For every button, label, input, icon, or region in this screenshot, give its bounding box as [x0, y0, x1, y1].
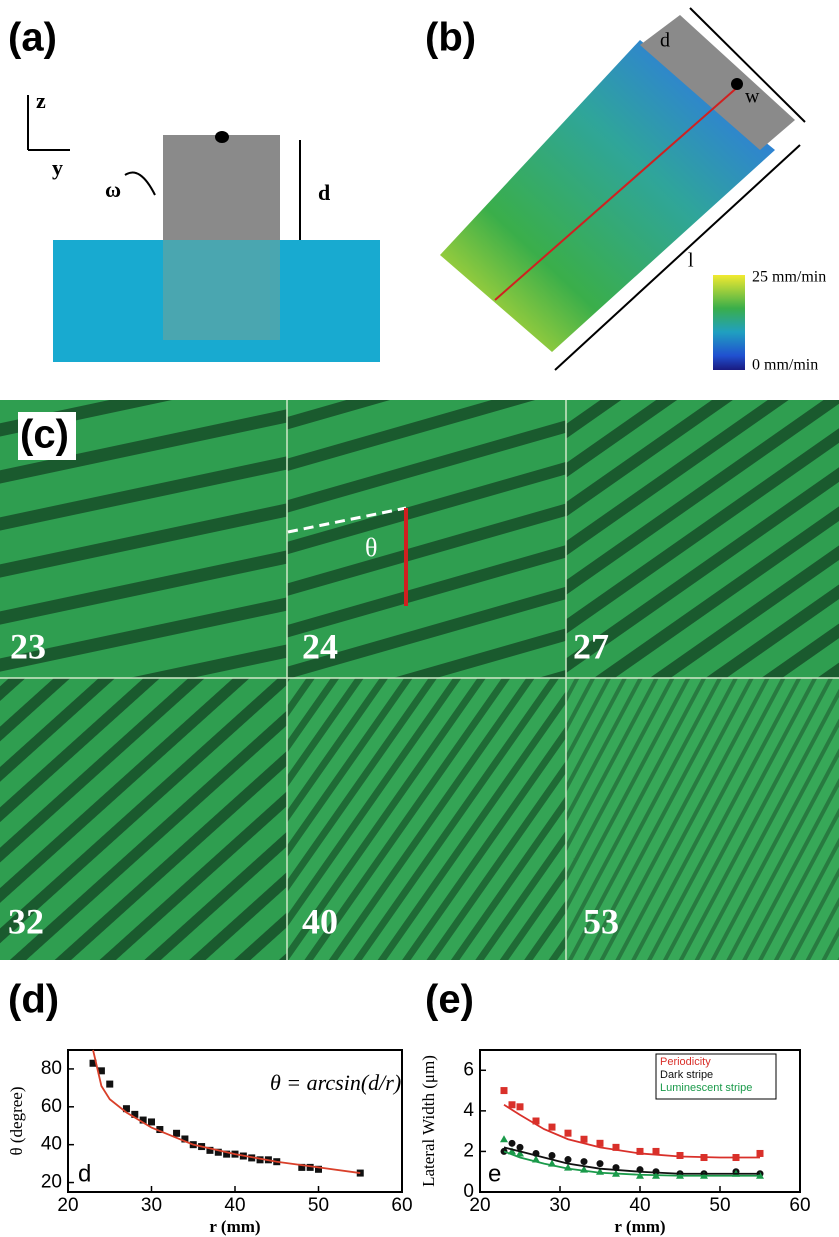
y-tick-label: 6: [463, 1059, 474, 1080]
angle-label: θ: [365, 533, 377, 562]
height-label: d: [318, 180, 330, 205]
x-tick-label: 60: [789, 1195, 810, 1216]
x-axis-label: r (mm): [209, 1217, 260, 1236]
legend-entry: Luminescent stripe: [660, 1082, 752, 1094]
y-tick-label: 20: [41, 1172, 62, 1193]
colorbar-label: 0 mm/min: [752, 357, 818, 374]
x-axis-label: r (mm): [614, 1217, 665, 1236]
annotation: d: [78, 1160, 91, 1187]
point: [581, 1136, 588, 1143]
legend-entry: Dark stripe: [660, 1069, 713, 1081]
fit-line: [504, 1151, 760, 1175]
x-tick-label: 40: [629, 1195, 650, 1216]
width-label: w: [745, 86, 760, 108]
point: [509, 1140, 516, 1147]
x-tick-label: 60: [391, 1195, 412, 1216]
tile-label: 40: [302, 901, 338, 941]
point: [597, 1140, 604, 1147]
tile-label: 32: [8, 901, 44, 941]
annotation: e: [488, 1160, 501, 1187]
point: [549, 1124, 556, 1131]
tile-label: 23: [10, 626, 46, 666]
tile-label: 27: [573, 626, 609, 666]
panel-label: (c): [20, 413, 69, 457]
point: [597, 1160, 604, 1167]
rotation-arrow: [125, 173, 155, 196]
block-immersed: [163, 240, 280, 340]
length-label: l: [688, 250, 694, 272]
page: {"panels":{ "a":{"label":"(a)","axis_z":…: [0, 0, 839, 1237]
point: [106, 1081, 113, 1088]
dot: [215, 131, 229, 143]
x-tick-label: 40: [224, 1195, 245, 1216]
depth-label: d: [660, 30, 670, 52]
point: [517, 1103, 524, 1110]
tile-label: 53: [583, 901, 619, 941]
y-tick-label: 0: [463, 1181, 474, 1202]
figure: (a) z y ω d (b) d w l 25 mm/min 0 mm/min…: [0, 0, 839, 1237]
y-tick-label: 2: [463, 1140, 474, 1161]
point: [757, 1150, 764, 1157]
block: [163, 135, 280, 240]
point: [581, 1158, 588, 1165]
fit-line: [504, 1147, 760, 1173]
tile-label: 24: [302, 626, 338, 666]
axis-label: z: [36, 88, 46, 113]
formula: θ = arcsin(d/r): [270, 1070, 401, 1095]
point: [565, 1130, 572, 1137]
y-axis-label: θ (degree): [7, 1086, 26, 1155]
legend-entry: Periodicity: [660, 1056, 711, 1068]
dot: [731, 78, 743, 90]
point: [148, 1118, 155, 1125]
axis-label: y: [52, 155, 63, 180]
x-tick-label: 50: [709, 1195, 730, 1216]
panel-label: (b): [425, 16, 476, 60]
y-tick-label: 60: [41, 1096, 62, 1117]
y-tick-label: 4: [463, 1100, 474, 1121]
x-tick-label: 30: [549, 1195, 570, 1216]
panel-label: (e): [425, 978, 474, 1022]
fit-line: [504, 1105, 760, 1158]
x-tick-label: 50: [308, 1195, 329, 1216]
colorbar: [713, 275, 745, 370]
x-tick-label: 20: [57, 1195, 78, 1216]
point: [509, 1101, 516, 1108]
y-tick-label: 40: [41, 1134, 62, 1155]
point: [565, 1156, 572, 1163]
point: [549, 1152, 556, 1159]
y-tick-label: 80: [41, 1058, 62, 1079]
panel-label: (d): [8, 978, 59, 1022]
x-tick-label: 30: [141, 1195, 162, 1216]
colorbar-label: 25 mm/min: [752, 269, 826, 286]
y-axis-label: Lateral Width (μm): [419, 1055, 438, 1187]
point: [500, 1135, 508, 1142]
point: [501, 1087, 508, 1094]
point: [173, 1130, 180, 1137]
panel-label: (a): [8, 16, 57, 60]
omega-label: ω: [105, 177, 121, 202]
